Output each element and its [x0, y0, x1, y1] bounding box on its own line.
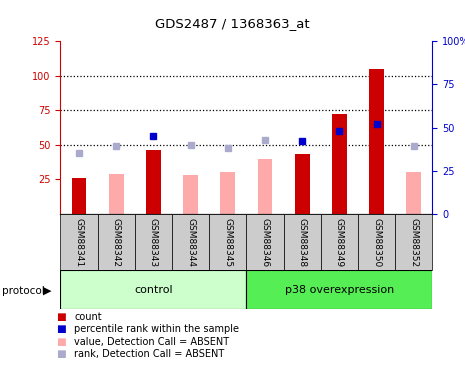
Text: GSM88348: GSM88348 [298, 218, 307, 267]
Bar [358, 214, 395, 270]
Text: GDS2487 / 1368363_at: GDS2487 / 1368363_at [155, 17, 310, 30]
Bar [332, 114, 347, 214]
Bar [172, 214, 209, 270]
Bar [258, 159, 272, 214]
Bar [183, 175, 198, 214]
Bar [246, 270, 432, 309]
Text: GSM88344: GSM88344 [186, 218, 195, 267]
Text: p38 overexpression: p38 overexpression [285, 285, 394, 295]
Text: ■: ■ [56, 349, 66, 359]
Text: GSM88346: GSM88346 [260, 218, 270, 267]
Bar [109, 174, 124, 214]
Text: ■: ■ [56, 337, 66, 346]
Text: GSM88349: GSM88349 [335, 218, 344, 267]
Bar [98, 214, 135, 270]
Text: control: control [134, 285, 173, 295]
Bar [246, 214, 284, 270]
Bar [395, 214, 432, 270]
Text: GSM88341: GSM88341 [74, 218, 84, 267]
Text: ■: ■ [56, 312, 66, 322]
Bar [220, 172, 235, 214]
Text: GSM88350: GSM88350 [372, 218, 381, 267]
Bar [295, 154, 310, 214]
Text: percentile rank within the sample: percentile rank within the sample [74, 324, 239, 334]
Bar [369, 69, 384, 214]
Text: GSM88343: GSM88343 [149, 218, 158, 267]
Bar [60, 270, 246, 309]
Text: GSM88345: GSM88345 [223, 218, 232, 267]
Bar [406, 172, 421, 214]
Text: GSM88342: GSM88342 [112, 218, 121, 267]
Text: ▶: ▶ [43, 286, 51, 296]
Text: rank, Detection Call = ABSENT: rank, Detection Call = ABSENT [74, 349, 225, 359]
Text: protocol: protocol [2, 286, 45, 296]
Text: ■: ■ [56, 324, 66, 334]
Bar [284, 214, 321, 270]
Text: value, Detection Call = ABSENT: value, Detection Call = ABSENT [74, 337, 230, 346]
Bar [135, 214, 172, 270]
Bar [60, 214, 98, 270]
Bar [321, 214, 358, 270]
Bar [146, 150, 161, 214]
Bar [209, 214, 246, 270]
Text: count: count [74, 312, 102, 322]
Bar [72, 178, 86, 214]
Text: GSM88352: GSM88352 [409, 218, 418, 267]
